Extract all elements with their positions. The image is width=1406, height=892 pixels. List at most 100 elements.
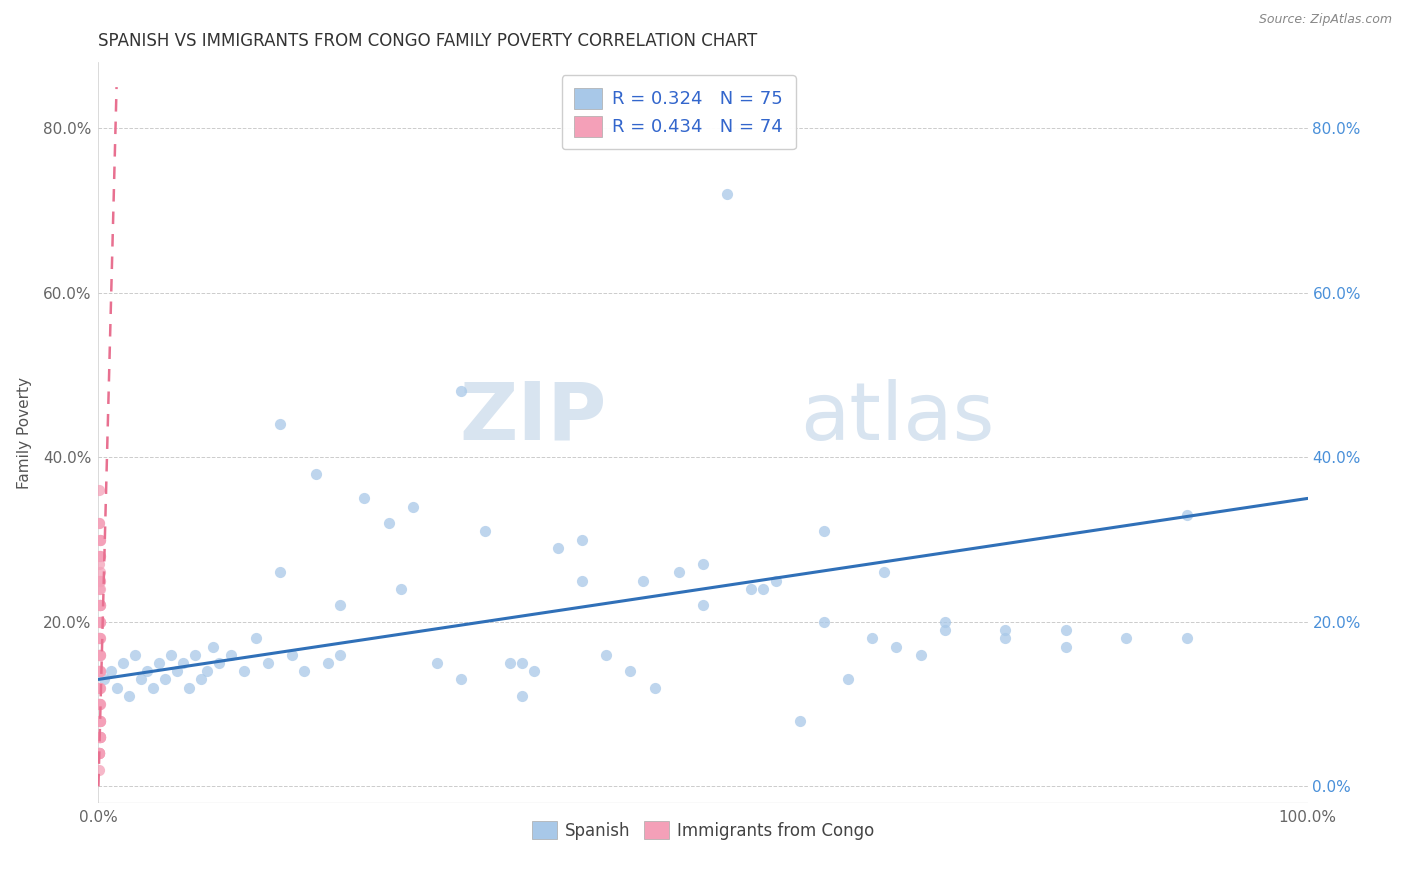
Point xyxy=(89,615,111,629)
Point xyxy=(89,697,111,711)
Point xyxy=(89,697,111,711)
Point xyxy=(166,664,188,678)
Point xyxy=(111,656,134,670)
Point xyxy=(89,730,111,744)
Point xyxy=(256,656,278,670)
Point xyxy=(89,747,111,761)
Point xyxy=(389,582,412,596)
Point xyxy=(837,673,859,687)
Point xyxy=(89,714,111,728)
Point xyxy=(450,673,472,687)
Point xyxy=(813,524,835,539)
Point xyxy=(87,714,110,728)
Point xyxy=(87,632,110,646)
Point xyxy=(89,582,111,596)
Point xyxy=(89,664,111,678)
Point xyxy=(886,640,908,654)
Point xyxy=(89,632,111,646)
Point xyxy=(89,615,111,629)
Point xyxy=(89,533,111,547)
Point xyxy=(179,681,201,695)
Point xyxy=(87,763,110,777)
Point xyxy=(377,516,399,530)
Point xyxy=(87,516,110,530)
Point xyxy=(89,574,111,588)
Point xyxy=(89,648,111,662)
Point xyxy=(232,664,254,678)
Point xyxy=(316,656,339,670)
Point xyxy=(426,656,449,670)
Point xyxy=(498,656,520,670)
Point xyxy=(89,697,111,711)
Text: ZIP: ZIP xyxy=(458,379,606,457)
Point xyxy=(89,714,111,728)
Point xyxy=(89,747,111,761)
Point xyxy=(1175,508,1198,522)
Point xyxy=(692,558,714,572)
Point xyxy=(740,582,762,596)
Point xyxy=(523,664,546,678)
Point xyxy=(89,697,111,711)
Point xyxy=(93,673,115,687)
Point xyxy=(269,566,291,580)
Point xyxy=(135,664,157,678)
Point xyxy=(89,681,111,695)
Point xyxy=(89,714,111,728)
Point xyxy=(100,664,122,678)
Point xyxy=(89,599,111,613)
Point xyxy=(172,656,194,670)
Point xyxy=(148,656,170,670)
Point xyxy=(89,549,111,563)
Point xyxy=(910,648,932,662)
Point xyxy=(195,664,218,678)
Point xyxy=(87,747,110,761)
Point xyxy=(644,681,666,695)
Point xyxy=(716,187,738,202)
Point xyxy=(1115,632,1137,646)
Point xyxy=(89,648,111,662)
Point xyxy=(89,664,111,678)
Point xyxy=(89,574,111,588)
Point xyxy=(89,516,111,530)
Point xyxy=(129,673,152,687)
Point xyxy=(89,730,111,744)
Point xyxy=(994,623,1017,637)
Point xyxy=(510,656,533,670)
Point xyxy=(89,730,111,744)
Point xyxy=(329,599,352,613)
Point xyxy=(89,599,111,613)
Legend: Spanish, Immigrants from Congo: Spanish, Immigrants from Congo xyxy=(524,814,882,847)
Point xyxy=(89,730,111,744)
Point xyxy=(281,648,304,662)
Point xyxy=(202,640,225,654)
Point xyxy=(208,656,231,670)
Point xyxy=(89,648,111,662)
Point xyxy=(89,730,111,744)
Point xyxy=(89,747,111,761)
Point xyxy=(89,664,111,678)
Point xyxy=(934,623,956,637)
Text: Source: ZipAtlas.com: Source: ZipAtlas.com xyxy=(1258,13,1392,27)
Point xyxy=(118,689,141,703)
Point xyxy=(873,566,896,580)
Point xyxy=(89,582,111,596)
Point xyxy=(89,615,111,629)
Point xyxy=(631,574,654,588)
Point xyxy=(89,747,111,761)
Point xyxy=(595,648,617,662)
Point xyxy=(752,582,775,596)
Point xyxy=(89,681,111,695)
Point xyxy=(668,566,690,580)
Point xyxy=(89,664,111,678)
Point xyxy=(87,681,110,695)
Point xyxy=(474,524,496,539)
Point xyxy=(89,566,111,580)
Y-axis label: Family Poverty: Family Poverty xyxy=(17,376,32,489)
Point xyxy=(87,730,110,744)
Point xyxy=(89,549,111,563)
Point xyxy=(245,632,267,646)
Point xyxy=(1175,632,1198,646)
Point xyxy=(89,632,111,646)
Text: atlas: atlas xyxy=(800,379,994,457)
Point xyxy=(190,673,212,687)
